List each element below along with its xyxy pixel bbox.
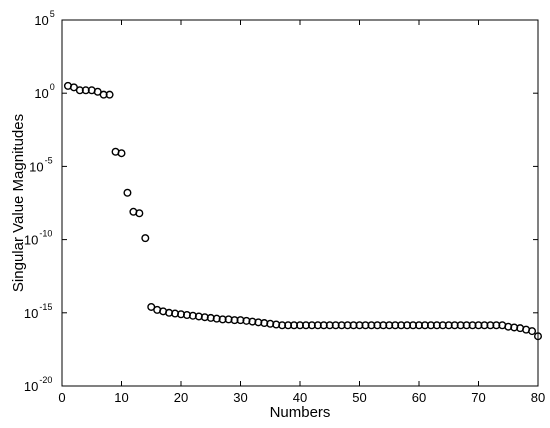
x-axis-label: Numbers <box>270 404 331 421</box>
data-point <box>105 90 114 99</box>
y-tick-exponent: 0 <box>50 82 55 92</box>
y-tick-label: 10 -15 <box>24 302 52 321</box>
data-point <box>141 234 150 243</box>
x-tick-label: 40 <box>293 390 307 405</box>
data-point <box>534 332 543 341</box>
x-axis: 0 10 20 30 40 50 60 70 80 <box>58 20 545 405</box>
x-tick-label: 20 <box>174 390 188 405</box>
y-tick-exponent: -5 <box>45 155 53 165</box>
y-tick-base: 10 <box>34 13 48 28</box>
data-point <box>123 188 132 197</box>
y-tick-exponent: -20 <box>39 375 52 385</box>
y-tick-exponent: 5 <box>50 9 55 19</box>
y-tick-base: 10 <box>29 159 43 174</box>
y-tick-base: 10 <box>34 86 48 101</box>
y-tick-label: 10 5 <box>34 9 54 28</box>
x-tick-label: 80 <box>531 390 545 405</box>
x-tick-label: 30 <box>233 390 247 405</box>
x-tick-label: 0 <box>58 390 65 405</box>
y-tick-base: 10 <box>24 306 38 321</box>
x-tick-label: 10 <box>114 390 128 405</box>
x-tick-label: 50 <box>352 390 366 405</box>
plot-frame <box>61 19 539 387</box>
data-points <box>63 81 543 341</box>
data-point <box>528 327 537 336</box>
x-tick-label: 70 <box>471 390 485 405</box>
y-tick-base: 10 <box>24 233 38 248</box>
y-tick-label: 10 -20 <box>24 375 52 394</box>
data-point <box>135 209 144 218</box>
y-tick-label: 10 0 <box>34 82 54 101</box>
data-point <box>117 149 126 158</box>
x-tick-label: 60 <box>412 390 426 405</box>
y-tick-label: 10 -5 <box>29 155 52 174</box>
y-tick-exponent: -15 <box>39 302 52 312</box>
y-tick-exponent: -10 <box>39 229 52 239</box>
y-tick-base: 10 <box>24 379 38 394</box>
y-axis-label: Singular Value Magnitudes <box>10 114 27 292</box>
y-tick-label: 10 -10 <box>24 229 52 248</box>
